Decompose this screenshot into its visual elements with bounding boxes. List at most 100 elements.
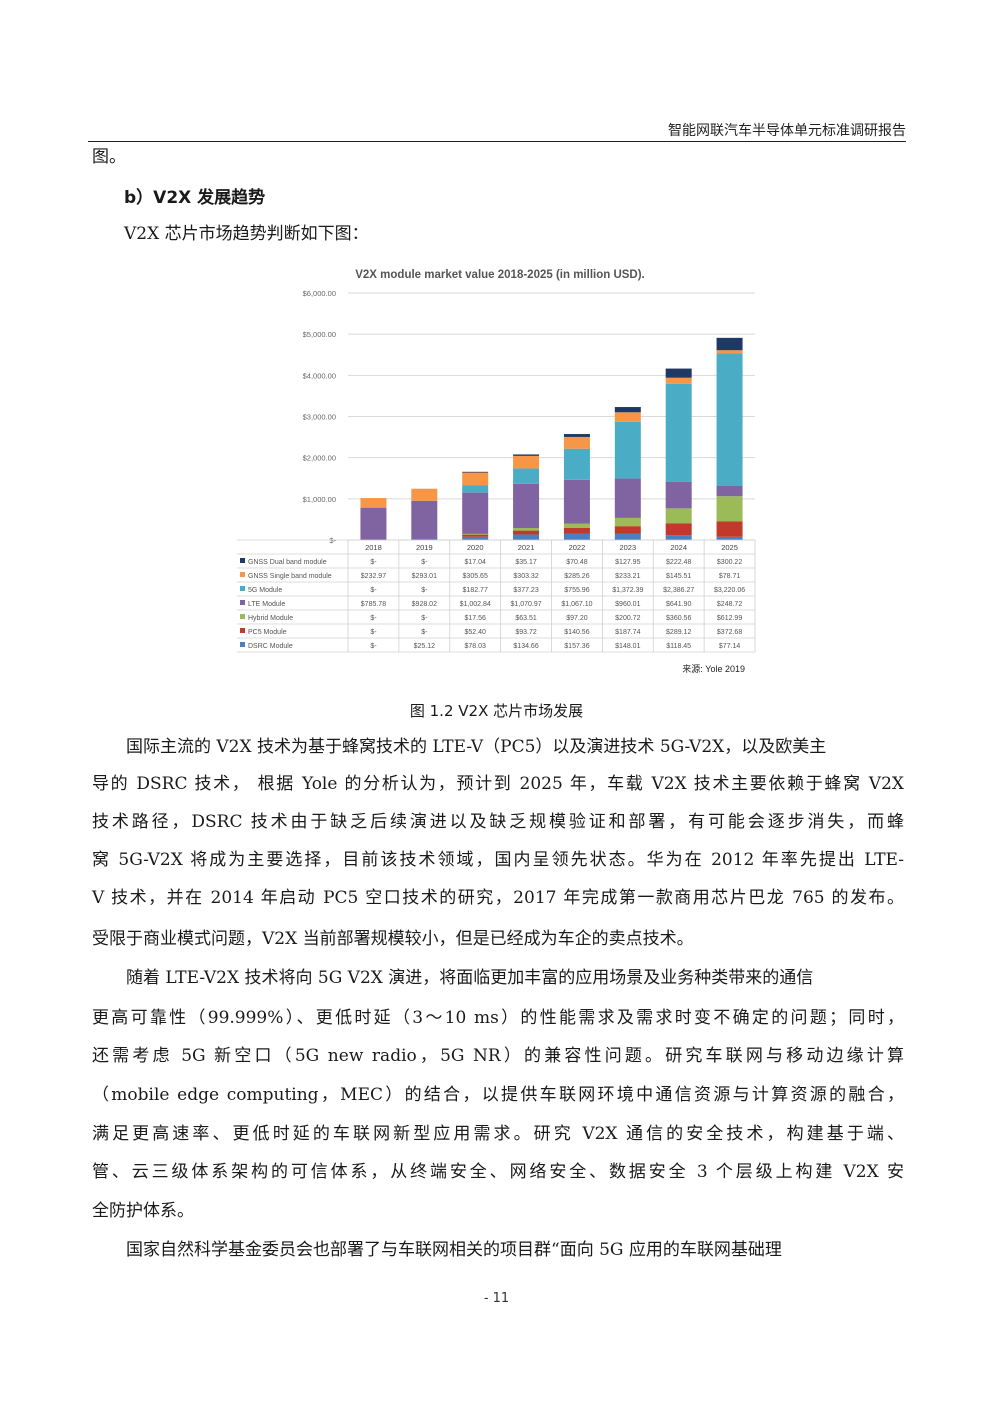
figure-caption: 图 1.2 V2X 芯片市场发展 [409,702,584,720]
bar-segment [563,448,590,480]
p2-line: （mobile edge computing，MEC）的结合，以提供车联网环境中… [92,1085,904,1105]
data-label: $285.26 [564,573,589,580]
data-label: $140.56 [564,629,589,636]
bar-segment [614,533,641,540]
bar-segment [411,538,438,540]
x-tick-label: 2024 [670,543,687,552]
data-label: $145.51 [666,573,691,580]
data-label: $377.23 [513,587,538,594]
data-label: $372.68 [717,629,742,636]
data-label: $928.02 [412,601,437,608]
data-label: $785.78 [361,601,386,608]
bar-segment [716,536,743,540]
data-label: $- [370,559,377,566]
bar-segment [513,455,540,469]
bar-segment [462,471,489,473]
legend-swatch [240,572,245,577]
legend-swatch [240,558,245,563]
running-header: 智能网联汽车半导体单元标准调研报告 [668,123,906,139]
bar-segment [665,508,692,524]
bar-segment [462,533,489,535]
bar-segment [665,383,692,482]
bar-segment [614,526,641,534]
bar-segment [665,535,692,540]
data-label: $77.14 [719,643,741,650]
bar-segment [716,337,743,351]
y-tick-label: $- [329,536,336,545]
p1-line: 导的 DSRC 技术， 根据 Yole 的分析认为，预计到 2025 年，车载 … [92,774,904,794]
p2-line: 还需考虑 5G 新空口（5G new radio，5G NR）的兼容性问题。研究… [92,1046,904,1066]
p2-line: 管、云三级体系架构的可信体系，从终端安全、网络安全、数据安全 3 个层级上构建 … [92,1162,904,1182]
x-tick-label: 2019 [416,543,433,552]
data-label: $157.36 [564,643,589,650]
bar-segment [614,407,641,413]
section-intro: V2X 芯片市场趋势判断如下图： [124,224,369,244]
bar-segment [513,454,540,456]
p1-line: 技术路径，DSRC 技术由于缺乏后续演进以及缺乏规模验证和部署，有可能会逐步消失… [92,812,904,832]
data-label: $78.71 [719,573,741,580]
data-label: $960.01 [615,601,640,608]
bar-segment [716,521,743,537]
bar-segment [513,483,540,528]
market-chart: V2X module market value 2018-2025 (in mi… [235,262,765,687]
data-label: $222.48 [666,559,691,566]
figure-source: 来源: Yole 2019 [682,664,745,674]
y-tick-label: $4,000.00 [303,371,336,380]
x-tick-label: 2021 [518,543,535,552]
legend-swatch [240,642,245,647]
p1-line: 受限于商业模式问题，V2X 当前部署规模较小，但是已经成为车企的卖点技术。 [92,929,694,949]
data-label: $2,386.27 [663,587,694,594]
legend-label: DSRC Module [248,643,293,650]
data-label: $- [370,643,377,650]
p3-line: 国家自然科学基金委员会也部署了与车联网相关的项目群“面向 5G 应用的车联网基础… [126,1240,782,1260]
y-tick-label: $6,000.00 [303,289,336,298]
intro-fragment: 图。 [92,147,126,167]
x-tick-label: 2023 [619,543,636,552]
data-label: $- [370,629,377,636]
data-label: $118.45 [666,643,691,650]
bar-segment [563,523,590,528]
data-label: $233.21 [615,573,640,580]
legend-label: LTE Module [248,601,285,608]
bar-segment [462,534,489,537]
data-label: $360.56 [666,615,691,622]
bar-segment [513,534,540,540]
y-tick-label: $1,000.00 [303,495,336,504]
data-label: $17.56 [464,615,486,622]
legend-swatch [240,628,245,633]
data-label: $300.22 [717,559,742,566]
bar-segment [411,500,438,539]
legend-swatch [240,586,245,591]
legend-swatch [240,614,245,619]
bar-segment [614,412,641,422]
data-label: $612.99 [717,615,742,622]
p2-line: 随着 LTE-V2X 技术将向 5G V2X 演进，将面临更加丰富的应用场景及业… [126,968,814,988]
chart-svg: V2X module market value 2018-2025 (in mi… [237,269,756,674]
data-label: $755.96 [564,587,589,594]
data-label: $127.95 [615,559,640,566]
bar-segment [513,527,540,531]
bar-segment [411,488,438,501]
p2-line: 满足更高速率、更低时延的车联网新型应用需求。研究 V2X 通信的安全技术，构建基… [92,1124,904,1144]
data-label: $- [421,629,428,636]
data-label: $305.65 [463,573,488,580]
data-label: $293.01 [412,573,437,580]
bar-segment [665,481,692,509]
chart-title: V2X module market value 2018-2025 (in mi… [355,269,645,281]
data-label: $25.12 [414,643,436,650]
bar-segment [665,368,692,378]
section-heading: b）V2X 发展趋势 [124,188,266,208]
data-label: $63.51 [515,615,537,622]
bar-segment [665,523,692,536]
bar-segment [563,434,590,437]
data-label: $232.97 [361,573,386,580]
bar-segment [614,478,641,518]
bar-segment [716,350,743,354]
data-label: $- [370,615,377,622]
data-label: $248.72 [717,601,742,608]
x-tick-label: 2022 [569,543,586,552]
bar-segment [563,533,590,540]
bar-segment [360,498,387,508]
bar-segment [614,421,641,479]
bar-segment [360,507,387,540]
